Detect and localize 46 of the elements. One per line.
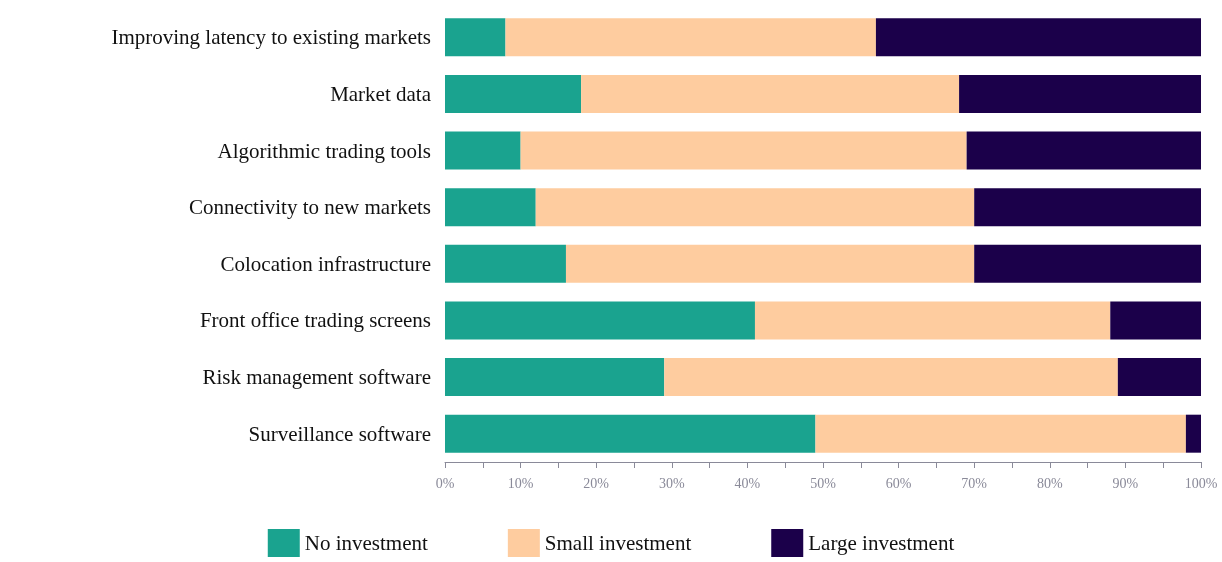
x-tick-label: 50% [810, 475, 837, 491]
y-tick-label: Colocation infrastructure [220, 251, 431, 276]
y-tick-label: Algorithmic trading tools [217, 138, 431, 163]
bar [445, 131, 521, 170]
bar [1185, 414, 1201, 453]
x-tick-label: 70% [961, 475, 988, 491]
bar [445, 414, 816, 453]
y-tick-label: Risk management software [202, 365, 431, 390]
y-tick-label: Connectivity to new markets [188, 195, 431, 220]
legend-label: No investment [304, 531, 428, 555]
legend-label: Large investment [808, 531, 955, 555]
bar [535, 188, 975, 227]
bar [974, 244, 1201, 283]
x-tick-label: 0% [435, 475, 455, 491]
bar [445, 188, 536, 227]
x-tick-label: 90% [1112, 475, 1139, 491]
legend-label: Small investment [544, 531, 692, 555]
x-tick-label: 100% [1184, 475, 1218, 491]
x-tick-label: 20% [583, 475, 610, 491]
bar [445, 18, 506, 57]
bar [1117, 358, 1201, 397]
bar [664, 358, 1118, 397]
x-tick-label: 80% [1036, 475, 1063, 491]
x-tick-label: 40% [734, 475, 761, 491]
bar [445, 358, 665, 397]
bar [445, 74, 582, 113]
x-tick-label: 60% [885, 475, 912, 491]
bar [959, 74, 1201, 113]
y-tick-label: Surveillance software [248, 421, 431, 446]
bar [1110, 301, 1201, 340]
bar [581, 74, 960, 113]
bar [974, 188, 1201, 227]
y-tick-label: Improving latency to existing markets [111, 25, 431, 50]
x-tick-label: 30% [658, 475, 685, 491]
y-tick-label: Market data [330, 81, 432, 106]
bar [445, 301, 755, 340]
bar [754, 301, 1111, 340]
x-tick-label: 10% [507, 475, 534, 491]
bar [565, 244, 975, 283]
bar [815, 414, 1186, 453]
bar [520, 131, 967, 170]
y-tick-label: Front office trading screens [199, 308, 431, 333]
bar [966, 131, 1201, 170]
bar [445, 244, 566, 283]
bar [875, 18, 1201, 57]
bar [505, 18, 876, 57]
